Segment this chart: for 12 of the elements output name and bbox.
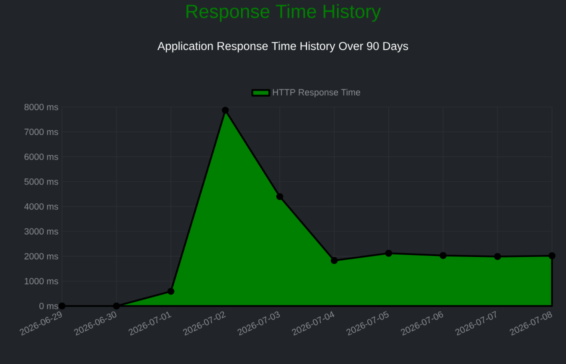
legend-label: HTTP Response Time <box>272 88 360 98</box>
y-tick-label: 3000 ms <box>24 228 58 235</box>
y-tick-label: 4000 ms <box>24 203 58 210</box>
y-tick-label: 5000 ms <box>24 178 58 185</box>
y-tick-label: 0 ms <box>39 302 58 310</box>
y-tick-label: 2000 ms <box>24 253 58 260</box>
y-tick-label: 6000 ms <box>24 154 58 160</box>
y-tick-label: 7000 ms <box>24 128 58 136</box>
chart-title: Response Time History <box>186 4 381 22</box>
y-tick-label: 1000 ms <box>24 278 58 284</box>
chart-subtitle: Application Response Time History Over 90 Days <box>157 42 408 52</box>
y-tick-label: 8000 ms <box>24 104 58 110</box>
